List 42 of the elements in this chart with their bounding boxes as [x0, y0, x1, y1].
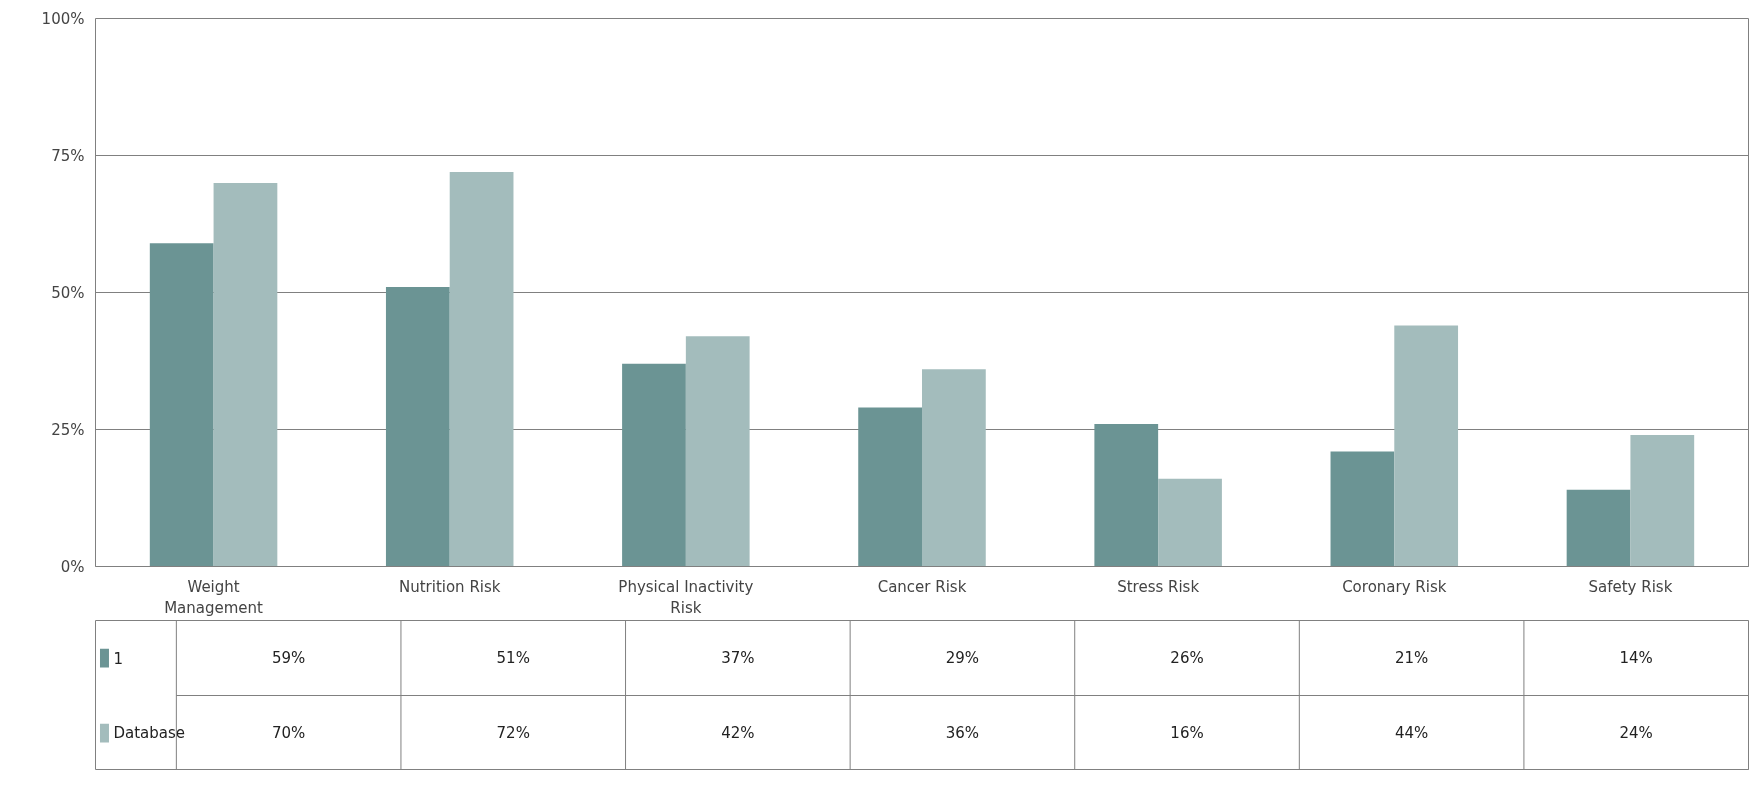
data-label: 44%	[1394, 724, 1429, 742]
x-tick-label: Nutrition Risk	[398, 577, 501, 596]
bar	[385, 287, 450, 567]
bar	[449, 171, 514, 567]
x-tick-label: Weight Management	[164, 577, 264, 618]
data-label: 24%	[1619, 724, 1653, 742]
x-tick-label: Coronary Risk	[1342, 577, 1447, 596]
data-label: 42%	[721, 724, 755, 742]
data-label: 72%	[496, 724, 530, 742]
x-tick-label: Physical Inactivity Risk	[618, 577, 754, 618]
data-label: 37%	[721, 649, 755, 667]
data-label: 26%	[1170, 649, 1204, 667]
data-label: 59%	[271, 649, 306, 667]
data-label: 29%	[945, 649, 980, 667]
data-label: 36%	[945, 724, 980, 742]
bar	[1094, 424, 1159, 567]
data-label: 14%	[1619, 649, 1653, 667]
data-label: 16%	[1170, 724, 1204, 742]
bar	[1158, 478, 1222, 567]
bar	[149, 243, 214, 567]
data-label: 21%	[1394, 649, 1429, 667]
legend-label: Database	[113, 724, 186, 742]
bar	[922, 369, 986, 567]
bar	[1630, 434, 1695, 567]
bar	[858, 407, 922, 567]
data-label: 70%	[271, 724, 306, 742]
bar	[685, 336, 750, 567]
bar	[1566, 489, 1631, 567]
legend-label: 1	[113, 650, 124, 668]
y-tick-label: 25%	[51, 420, 85, 439]
y-tick-label: 50%	[51, 283, 85, 302]
data-label: 51%	[496, 649, 530, 667]
bar	[1330, 451, 1395, 567]
y-tick-label: 100%	[41, 9, 85, 28]
x-tick-label: Cancer Risk	[877, 577, 967, 596]
y-tick-label: 0%	[60, 557, 85, 576]
y-tick-label: 75%	[51, 146, 85, 165]
bar	[213, 182, 278, 567]
x-tick-label: Safety Risk	[1588, 577, 1673, 596]
bar	[622, 363, 686, 567]
x-tick-label: Stress Risk	[1117, 577, 1200, 596]
bar	[1394, 325, 1459, 567]
